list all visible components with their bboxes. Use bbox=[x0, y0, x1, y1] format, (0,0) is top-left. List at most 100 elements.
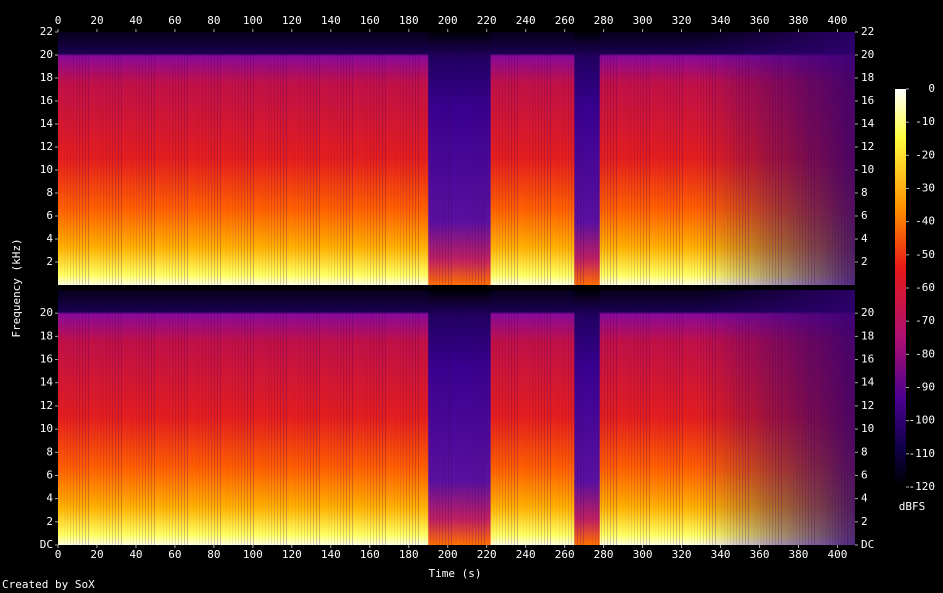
texture-stripe bbox=[325, 310, 326, 545]
texture-stripe bbox=[166, 310, 167, 545]
texture-stripe bbox=[532, 310, 533, 545]
y-tick-label-right: 4 bbox=[861, 492, 868, 505]
x-tick-label: 200 bbox=[438, 548, 458, 561]
texture-stripe bbox=[211, 310, 212, 545]
y-tick-label-right: 12 bbox=[861, 399, 874, 412]
texture-stripe bbox=[262, 52, 263, 285]
texture-stripe bbox=[148, 310, 149, 545]
texture-stripe bbox=[343, 310, 344, 545]
texture-stripe bbox=[235, 310, 236, 545]
texture-stripe bbox=[232, 52, 233, 285]
texture-stripe bbox=[793, 310, 794, 545]
texture-stripe bbox=[574, 310, 575, 545]
colorbar-tick-label: -100 bbox=[909, 414, 936, 427]
texture-stripe bbox=[544, 52, 545, 285]
texture-stripe bbox=[466, 310, 467, 545]
x-tick-label: 0 bbox=[55, 14, 62, 27]
y-tick-label-left: 4 bbox=[46, 492, 53, 505]
texture-stripe bbox=[61, 52, 62, 285]
texture-stripe bbox=[709, 52, 710, 285]
texture-stripe bbox=[691, 52, 692, 285]
texture-stripe bbox=[412, 52, 413, 285]
texture-stripe bbox=[679, 52, 680, 285]
texture-stripe bbox=[640, 310, 641, 545]
texture-stripe bbox=[220, 52, 221, 285]
x-tick-label: 0 bbox=[55, 548, 62, 561]
y-tick-label-left: 12 bbox=[40, 399, 53, 412]
y-tick-label-right: 14 bbox=[861, 376, 875, 389]
colorbar-tick-label: -10 bbox=[915, 115, 935, 128]
texture-stripe bbox=[778, 52, 779, 285]
y-tick-label-left: 2 bbox=[46, 255, 53, 268]
texture-stripe bbox=[226, 310, 227, 545]
texture-stripe bbox=[697, 52, 698, 285]
texture-stripe bbox=[727, 310, 728, 545]
texture-stripe bbox=[637, 52, 638, 285]
texture-stripe bbox=[730, 310, 731, 545]
texture-stripe bbox=[835, 310, 836, 545]
texture-stripe bbox=[595, 52, 596, 285]
texture-stripe bbox=[94, 310, 95, 545]
texture-stripe bbox=[601, 52, 602, 285]
x-tick-label: 340 bbox=[711, 548, 731, 561]
texture-stripe bbox=[655, 52, 656, 285]
texture-stripe bbox=[787, 310, 788, 545]
texture-stripe bbox=[631, 310, 632, 545]
texture-stripe bbox=[643, 310, 644, 545]
texture-stripe bbox=[331, 310, 332, 545]
texture-stripe bbox=[724, 310, 725, 545]
texture-stripe bbox=[541, 310, 542, 545]
texture-stripe bbox=[445, 52, 446, 285]
y-tick-label-right: 12 bbox=[861, 140, 874, 153]
texture-stripe bbox=[133, 52, 134, 285]
colorbar-tick-label: -80 bbox=[915, 347, 935, 360]
texture-stripe bbox=[334, 310, 335, 545]
texture-stripe bbox=[214, 52, 215, 285]
texture-stripe bbox=[187, 310, 188, 545]
y-tick-label-left: 8 bbox=[46, 186, 53, 199]
texture-stripe bbox=[238, 310, 239, 545]
texture-stripe bbox=[565, 310, 566, 545]
texture-stripe bbox=[844, 52, 845, 285]
texture-stripe bbox=[403, 310, 404, 545]
texture-stripe bbox=[379, 52, 380, 285]
texture-stripe bbox=[823, 52, 824, 285]
texture-stripe bbox=[544, 310, 545, 545]
texture-stripe bbox=[118, 52, 119, 285]
x-tick-label: 20 bbox=[90, 14, 103, 27]
texture-stripe bbox=[469, 52, 470, 285]
texture-stripe bbox=[319, 310, 320, 545]
texture-stripe bbox=[844, 310, 845, 545]
y-tick-label-right: 10 bbox=[861, 422, 874, 435]
texture-stripe bbox=[502, 310, 503, 545]
texture-stripe bbox=[250, 52, 251, 285]
x-tick-label: 80 bbox=[207, 14, 220, 27]
texture-stripe bbox=[142, 310, 143, 545]
texture-stripe bbox=[448, 52, 449, 285]
texture-stripe bbox=[604, 52, 605, 285]
texture-stripe bbox=[376, 310, 377, 545]
texture-stripe bbox=[463, 310, 464, 545]
x-tick-label: 200 bbox=[438, 14, 458, 27]
x-axis-label: Time (s) bbox=[429, 567, 482, 580]
texture-stripe bbox=[271, 310, 272, 545]
y-tick-label-right: 16 bbox=[861, 94, 874, 107]
texture-stripe bbox=[631, 52, 632, 285]
y-tick-label-right: 8 bbox=[861, 186, 868, 199]
texture-stripe bbox=[241, 310, 242, 545]
texture-stripe bbox=[109, 52, 110, 285]
texture-stripe bbox=[526, 52, 527, 285]
x-tick-label: 320 bbox=[672, 548, 692, 561]
y-tick-label-left: 12 bbox=[40, 140, 53, 153]
texture-stripe bbox=[772, 52, 773, 285]
y-tick-label-right: 20 bbox=[861, 48, 874, 61]
texture-stripe bbox=[490, 52, 491, 285]
texture-stripe bbox=[775, 310, 776, 545]
texture-stripe bbox=[184, 310, 185, 545]
texture-stripe bbox=[826, 310, 827, 545]
x-tick-label: 320 bbox=[672, 14, 692, 27]
y-tick-label-left: 16 bbox=[40, 353, 53, 366]
texture-stripe bbox=[466, 52, 467, 285]
texture-stripe bbox=[574, 52, 575, 285]
texture-stripe bbox=[811, 310, 812, 545]
